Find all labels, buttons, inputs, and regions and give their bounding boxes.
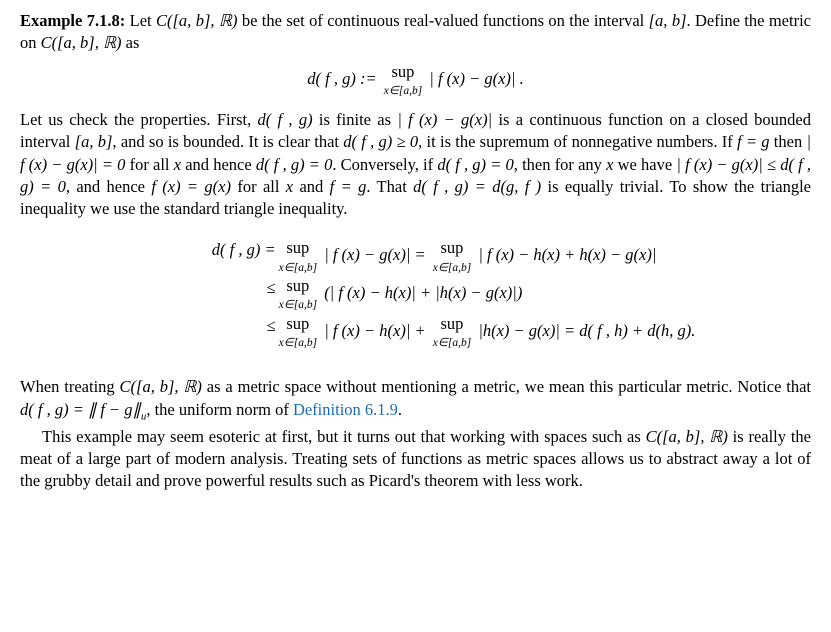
sup-label: sup xyxy=(286,238,309,257)
example-number: Example 7.1.8: xyxy=(20,11,125,30)
interval-ab-2: [a, b] xyxy=(75,132,113,151)
sup-domain: x∈[a,b] xyxy=(433,262,471,274)
body-text: for all xyxy=(231,177,286,196)
equation-row-1: d( f , g) = sup x∈[a,b] | f (x) − g(x)| … xyxy=(196,239,696,274)
triangle-inequality-derivation: d( f , g) = sup x∈[a,b] | f (x) − g(x)| … xyxy=(80,228,811,364)
sup-label: sup xyxy=(286,314,309,333)
body-text: we have xyxy=(613,155,676,174)
tri-r1a: | f (x) − g(x)| = xyxy=(324,246,425,265)
metric-def-lhs: d( f , g) := xyxy=(307,69,376,88)
equation-row-3: ≤ sup x∈[a,b] | f (x) − h(x)| + sup x∈[a… xyxy=(196,315,696,350)
sup-operator: sup x∈[a,b] xyxy=(279,239,317,274)
metric-definition-equation: d( f , g) := sup x∈[a,b] | f (x) − g(x)|… xyxy=(20,63,811,98)
example-heading-paragraph: Example 7.1.8: Let C([a, b], ℝ) be the s… xyxy=(20,10,811,55)
equation-row-2: ≤ sup x∈[a,b] (| f (x) − h(x)| + |h(x) −… xyxy=(196,277,696,312)
math-dfg-zero: d( f , g) = 0 xyxy=(256,155,332,174)
aligned-equations: d( f , g) = sup x∈[a,b] | f (x) − g(x)| … xyxy=(196,236,696,352)
interval-ab-1: [a, b] xyxy=(649,11,687,30)
footer-text: This example may seem esoteric at first,… xyxy=(42,427,646,446)
sup-label: sup xyxy=(286,276,309,295)
math-symmetry: d( f , g) = d(g, f ) xyxy=(413,177,541,196)
tri-row1-right: sup x∈[a,b] | f (x) − g(x)| = sup x∈[a,b… xyxy=(276,239,657,274)
footer-set-notation: C([a, b], ℝ) xyxy=(646,427,728,446)
sup-domain: x∈[a,b] xyxy=(279,337,317,349)
tri-r2: (| f (x) − h(x)| + |h(x) − g(x)|) xyxy=(324,283,522,302)
intro-text-4: as xyxy=(122,33,140,52)
sup-domain: x∈[a,b] xyxy=(384,85,422,97)
body-text: , then for any xyxy=(514,155,606,174)
sup-operator: sup x∈[a,b] xyxy=(279,315,317,350)
body-text: for all xyxy=(125,155,173,174)
math-x: x xyxy=(174,155,181,174)
tri-row2-right: sup x∈[a,b] (| f (x) − h(x)| + |h(x) − g… xyxy=(276,277,523,312)
tri-rel3: ≤ xyxy=(196,315,276,337)
math-dfg: d( f , g) xyxy=(258,110,313,129)
math-abs-fg: | f (x) − g(x)| xyxy=(397,110,492,129)
intro-set-notation-1: C([a, b], ℝ) xyxy=(156,11,237,30)
definition-link[interactable]: Definition 6.1.9 xyxy=(293,400,398,419)
body-text: and xyxy=(293,177,330,196)
sup-operator: sup x∈[a,b] xyxy=(433,315,471,350)
sup-operator: sup x∈[a,b] xyxy=(433,239,471,274)
body-text: , and hence xyxy=(66,177,151,196)
tri-lhs: d( f , g) = xyxy=(196,239,276,261)
intro-text-2: be the set of continuous real-valued fun… xyxy=(237,11,648,30)
sup-domain: x∈[a,b] xyxy=(279,299,317,311)
body-text: , it is the supremum of nonnegative numb… xyxy=(418,132,737,151)
footer-text: as a metric space without mentioning a m… xyxy=(202,377,811,396)
sup-label: sup xyxy=(391,62,414,81)
tri-r1b: | f (x) − h(x) + h(x) − g(x)| xyxy=(478,246,656,265)
footer-text: . xyxy=(398,400,402,419)
footer-set-notation: C([a, b], ℝ) xyxy=(120,377,202,396)
intro-set-notation-2: C([a, b], ℝ) xyxy=(41,33,122,52)
body-text: and hence xyxy=(181,155,256,174)
footer-paragraph-1: When treating C([a, b], ℝ) as a metric s… xyxy=(20,376,811,423)
tri-r3a: | f (x) − h(x)| + xyxy=(324,321,425,340)
sup-operator: sup x∈[a,b] xyxy=(384,63,422,98)
document-page: Example 7.1.8: Let C([a, b], ℝ) be the s… xyxy=(0,0,831,515)
metric-def-rhs: | f (x) − g(x)| . xyxy=(429,69,523,88)
body-text: then xyxy=(770,132,807,151)
footer-text: When treating xyxy=(20,377,120,396)
sup-domain: x∈[a,b] xyxy=(433,337,471,349)
footer-paragraph-2: This example may seem esoteric at first,… xyxy=(20,426,811,493)
math-fx-gx: f (x) = g(x) xyxy=(151,177,231,196)
body-text: . That xyxy=(366,177,413,196)
footer-norm-eq: d( f , g) = ∥ f − g∥ xyxy=(20,400,141,419)
math-dfg-zero: d( f , g) = 0 xyxy=(437,155,513,174)
sup-label: sup xyxy=(441,238,464,257)
math-f-eq-g: f = g xyxy=(330,177,367,196)
properties-paragraph: Let us check the properties. First, d( f… xyxy=(20,109,811,220)
math-f-eq-g: f = g xyxy=(737,132,770,151)
math-dfg-nonneg: d( f , g) ≥ 0 xyxy=(343,132,418,151)
footer-text: , the uniform norm of xyxy=(146,400,293,419)
body-text: . Conversely, if xyxy=(332,155,437,174)
body-text: , and so is bounded. It is clear that xyxy=(112,132,343,151)
sup-operator: sup x∈[a,b] xyxy=(279,277,317,312)
tri-rel2: ≤ xyxy=(196,277,276,299)
sup-domain: x∈[a,b] xyxy=(279,262,317,274)
sup-label: sup xyxy=(441,314,464,333)
tri-r3b: |h(x) − g(x)| = d( f , h) + d(h, g). xyxy=(478,321,695,340)
body-text: is finite as xyxy=(313,110,398,129)
tri-row3-right: sup x∈[a,b] | f (x) − h(x)| + sup x∈[a,b… xyxy=(276,315,696,350)
body-text: Let us check the properties. First, xyxy=(20,110,258,129)
intro-text-1: Let xyxy=(130,11,156,30)
